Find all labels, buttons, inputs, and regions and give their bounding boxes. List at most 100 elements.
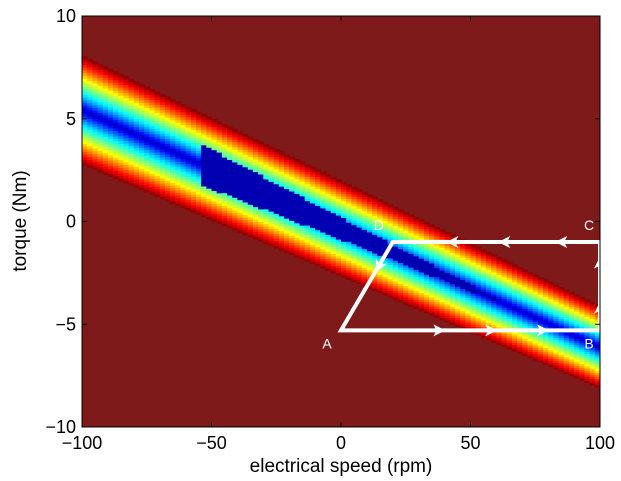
heatmap-cell — [397, 297, 404, 301]
heatmap-cell — [496, 287, 503, 291]
heatmap-cell — [335, 205, 342, 209]
heatmap-cell — [335, 253, 342, 257]
heatmap-cell — [527, 274, 534, 277]
heatmap-cell — [201, 157, 207, 161]
heatmap-cell — [563, 295, 570, 299]
heatmap-cell — [392, 243, 399, 247]
heatmap-cell — [522, 321, 529, 324]
heatmap-cell — [346, 276, 352, 280]
heatmap-cell — [138, 112, 145, 117]
heatmap-cell — [346, 215, 352, 219]
heatmap-cell — [278, 228, 285, 232]
heatmap-cell — [356, 203, 363, 207]
heatmap-cell — [82, 107, 88, 112]
heatmap-cell — [413, 251, 420, 255]
heatmap-cell — [185, 111, 192, 115]
heatmap-cell — [284, 171, 290, 175]
heatmap-cell — [87, 148, 93, 152]
heatmap-cell — [418, 226, 425, 230]
heatmap-cell — [346, 262, 352, 266]
heatmap-cell — [506, 296, 513, 300]
heatmap-cell — [159, 125, 166, 129]
heatmap-cell — [589, 332, 596, 336]
heatmap-cell — [511, 331, 518, 335]
heatmap-cell — [252, 176, 259, 180]
heatmap-cell — [273, 220, 280, 224]
heatmap-cell — [107, 68, 114, 73]
heatmap-cell — [543, 362, 549, 366]
heatmap-cell — [444, 249, 451, 253]
heatmap-cell — [351, 196, 358, 200]
heatmap-cell — [594, 304, 600, 308]
heatmap-cell — [294, 193, 301, 197]
heatmap-cell — [563, 360, 570, 364]
heatmap-cell — [465, 319, 472, 323]
heatmap-cell — [527, 355, 534, 359]
heatmap-cell — [486, 333, 492, 336]
heatmap-cell — [366, 205, 373, 209]
heatmap-cell — [252, 214, 259, 218]
heatmap-cell — [491, 260, 497, 264]
heatmap-cell — [491, 289, 497, 293]
heatmap-cell — [273, 166, 280, 170]
heatmap-cell — [361, 264, 368, 268]
heatmap-cell — [154, 109, 161, 114]
heatmap-cell — [289, 239, 295, 244]
heatmap-cell — [366, 264, 373, 268]
heatmap-cell — [387, 225, 394, 229]
heatmap-cell — [506, 294, 513, 298]
heatmap-cell — [563, 365, 570, 368]
heatmap-cell — [460, 277, 466, 281]
heatmap-cell — [403, 214, 409, 217]
heatmap-cell — [92, 77, 99, 81]
heatmap-cell — [372, 234, 378, 238]
heatmap-cell — [325, 253, 332, 257]
heatmap-cell — [486, 278, 492, 282]
heatmap-cell — [548, 339, 554, 342]
heatmap-cell — [227, 134, 233, 138]
heatmap-cell — [361, 278, 368, 282]
heatmap-cell — [496, 322, 503, 326]
heatmap-cell — [118, 140, 125, 144]
heatmap-cell — [268, 178, 275, 182]
heatmap-cell — [366, 252, 373, 256]
heatmap-cell — [397, 218, 404, 222]
heatmap-cell — [252, 139, 259, 143]
heatmap-cell — [532, 321, 539, 325]
heatmap-cell — [289, 178, 295, 182]
heatmap-cell — [164, 153, 171, 158]
heatmap-cell — [102, 122, 109, 127]
heatmap-cell — [377, 206, 384, 210]
heatmap-cell — [423, 221, 430, 225]
heatmap-cell — [444, 297, 451, 300]
heatmap-cell — [309, 181, 316, 185]
heatmap-cell — [263, 213, 270, 217]
heatmap-cell — [278, 188, 285, 192]
heatmap-cell — [304, 239, 311, 243]
heatmap-cell — [418, 276, 425, 280]
heatmap-cell — [87, 121, 93, 125]
heatmap-cell — [579, 334, 586, 338]
heatmap-cell — [439, 267, 446, 271]
heatmap-cell — [584, 313, 591, 317]
heatmap-cell — [128, 179, 135, 184]
heatmap-cell — [206, 157, 213, 161]
heatmap-cell — [574, 315, 580, 319]
heatmap-cell — [594, 372, 600, 376]
heatmap-cell — [273, 181, 280, 185]
heatmap-cell — [537, 276, 544, 280]
heatmap-cell — [397, 292, 404, 296]
heatmap-cell — [92, 85, 99, 89]
heatmap-cell — [361, 255, 368, 259]
heatmap-cell — [491, 315, 497, 319]
heatmap-cell — [387, 204, 394, 208]
heatmap-cell — [454, 265, 461, 269]
heatmap-cell — [423, 310, 430, 314]
heatmap-cell — [180, 168, 187, 172]
heatmap-cell — [195, 162, 202, 167]
heatmap-cell — [594, 343, 600, 347]
heatmap-cell — [268, 181, 275, 185]
heatmap-cell — [361, 281, 368, 285]
heatmap-cell — [164, 117, 171, 121]
heatmap-cell — [268, 156, 275, 160]
